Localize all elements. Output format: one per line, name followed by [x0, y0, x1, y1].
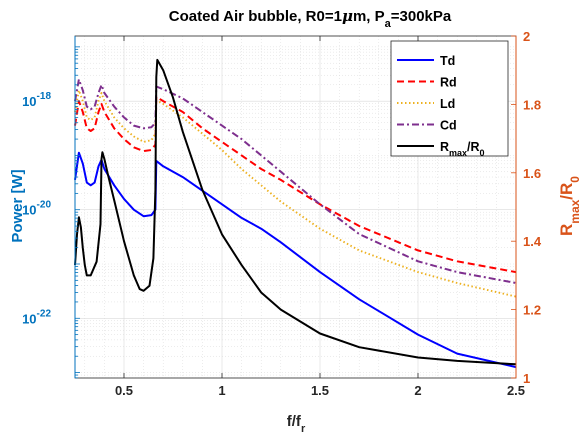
legend-label-ld: Ld	[440, 97, 455, 111]
y-right-tick-label: 2	[523, 29, 530, 44]
x-tick-label: 0.5	[115, 383, 133, 398]
y-right-tick-label: 1.2	[523, 303, 541, 318]
series-rd-line	[74, 95, 517, 274]
y-right-tick-label: 1.8	[523, 97, 541, 112]
series-ld-line	[74, 89, 517, 298]
x-tick-label: 1	[218, 383, 225, 398]
plot-area	[74, 58, 517, 369]
series-cd-line	[74, 78, 517, 284]
legend-label-rd: Rd	[440, 76, 457, 90]
y-right-tick-label: 1.4	[523, 234, 542, 249]
series-td-line	[74, 151, 517, 369]
y-axis-left-label: Power [W]	[9, 169, 26, 242]
y-left-tick-label: 10-18	[22, 91, 51, 109]
y-axis-right-label: Rmax/R0	[557, 176, 582, 236]
legend-label-ratio: Rmax/R0	[440, 140, 485, 158]
x-tick-label: 1.5	[311, 383, 329, 398]
legend: Td Rd Ld Cd Rmax/R0	[390, 40, 509, 158]
legend-label-cd: Cd	[440, 119, 457, 133]
chart-title: Coated Air bubble, R0=1μm, Pa=300kPa	[169, 7, 452, 30]
y-right-tick-label: 1	[523, 371, 530, 386]
y-right-tick-label: 1.6	[523, 166, 541, 181]
series-ratio-line	[74, 58, 517, 366]
x-tick-label: 2	[414, 383, 421, 398]
y-left-tick-label: 10-22	[22, 308, 51, 326]
y-left-tick-label: 10-20	[22, 200, 51, 218]
x-tick-label: 2.5	[507, 383, 525, 398]
legend-label-td: Td	[440, 54, 455, 68]
x-axis-label: f/fr	[287, 413, 306, 435]
ticks: 0.5 1 1.5 2 2.5 10-18 10-20 10-22 1 1.2 1.4 1.6 1.8 2	[22, 29, 542, 398]
